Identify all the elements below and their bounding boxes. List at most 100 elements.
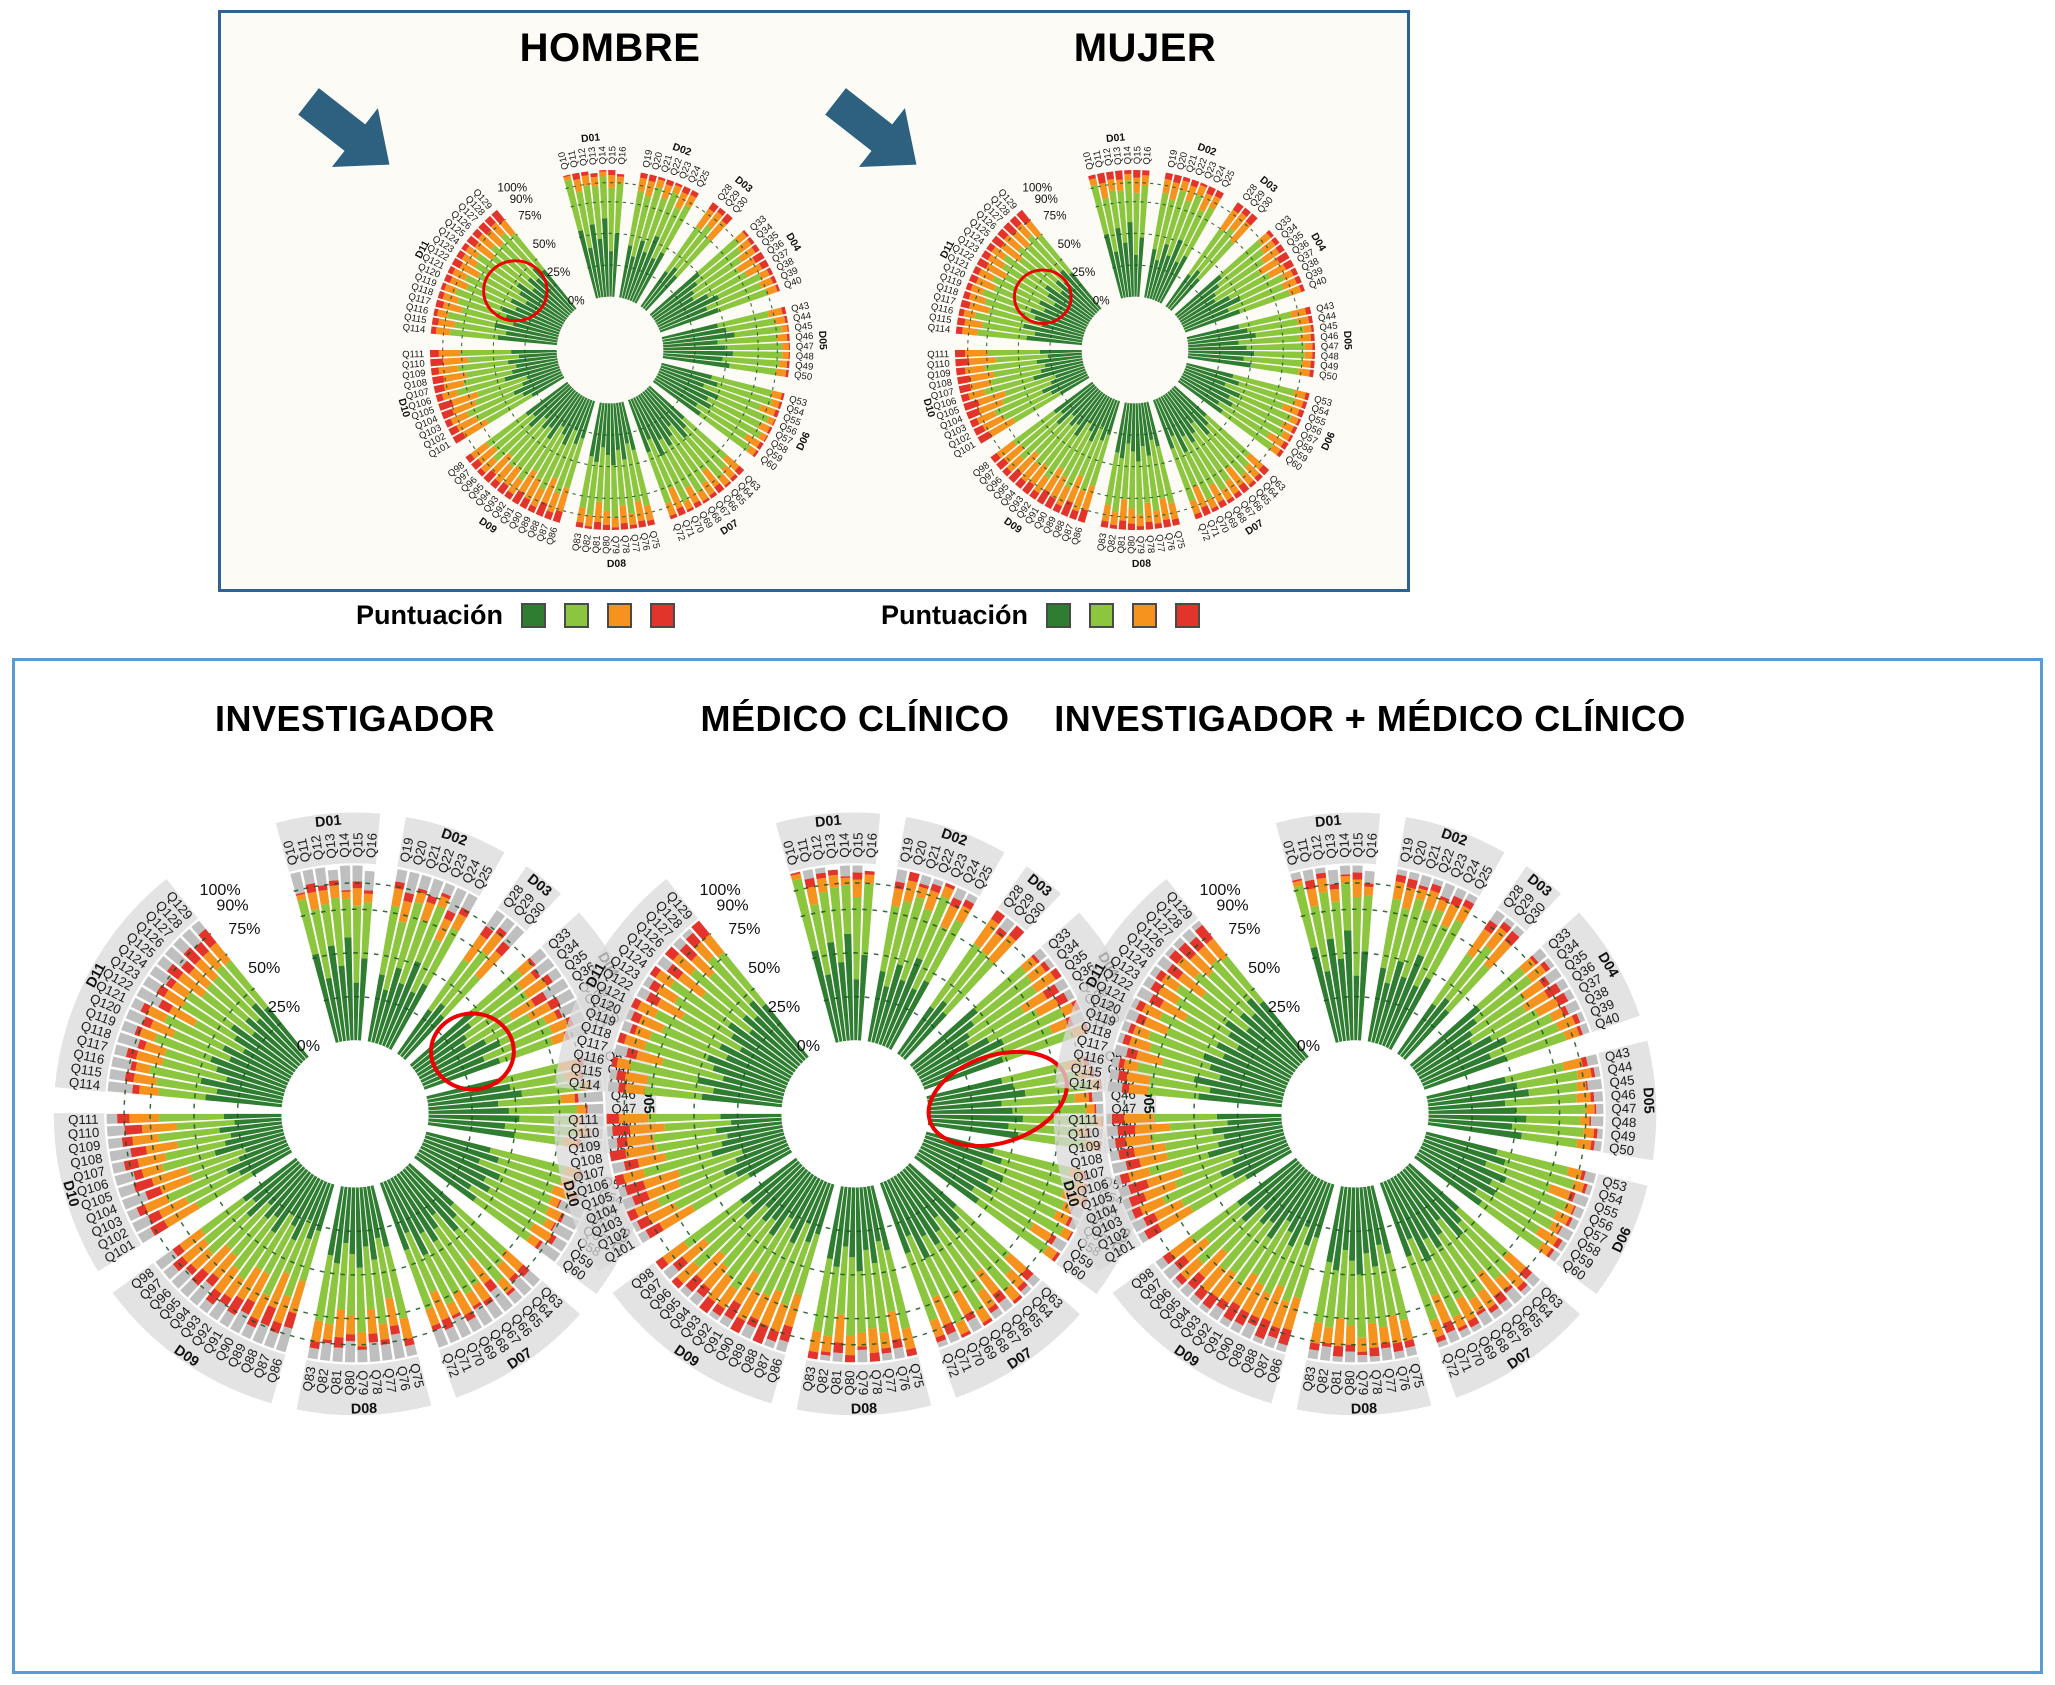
svg-text:Q43: Q43	[790, 300, 810, 315]
svg-text:Q14: Q14	[336, 832, 352, 858]
svg-text:D08: D08	[351, 1401, 378, 1418]
svg-text:Q48: Q48	[1611, 1114, 1636, 1130]
svg-text:0%: 0%	[297, 1037, 320, 1055]
svg-text:Q49: Q49	[795, 360, 814, 372]
svg-text:90%: 90%	[510, 193, 533, 206]
svg-text:Q86: Q86	[1264, 1356, 1286, 1384]
svg-text:Q45: Q45	[1319, 321, 1338, 334]
svg-text:Q14: Q14	[1336, 832, 1352, 858]
svg-text:Q110: Q110	[927, 359, 950, 372]
svg-text:75%: 75%	[1043, 210, 1066, 223]
svg-text:Q13: Q13	[1112, 146, 1125, 165]
svg-text:Q53: Q53	[788, 394, 808, 409]
svg-text:75%: 75%	[728, 920, 760, 938]
svg-text:Q82: Q82	[813, 1368, 831, 1395]
svg-text:Q15: Q15	[607, 146, 618, 164]
svg-text:Q13: Q13	[822, 833, 839, 859]
legend-swatch-red	[650, 603, 675, 628]
svg-text:Q10: Q10	[1280, 839, 1301, 867]
svg-text:Q46: Q46	[795, 331, 814, 343]
svg-text:50%: 50%	[248, 959, 280, 977]
legend-swatch-dark-green	[1046, 603, 1071, 628]
bars	[1106, 865, 1604, 1363]
svg-text:Q15: Q15	[1350, 832, 1365, 857]
svg-text:Q16: Q16	[363, 833, 379, 859]
svg-text:Q81: Q81	[1328, 1369, 1345, 1395]
svg-text:Q19: Q19	[897, 836, 916, 863]
svg-text:Q111: Q111	[1068, 1112, 1099, 1128]
svg-text:D10: D10	[396, 397, 412, 419]
svg-text:D10: D10	[59, 1179, 82, 1209]
svg-text:Q16: Q16	[1363, 833, 1379, 859]
svg-text:Q116: Q116	[930, 301, 955, 317]
svg-text:D01: D01	[1314, 813, 1342, 831]
svg-text:Q46: Q46	[1610, 1087, 1636, 1104]
svg-text:Q109: Q109	[567, 1138, 601, 1157]
highlight-circle	[1012, 268, 1073, 325]
svg-text:Q116: Q116	[572, 1046, 606, 1067]
svg-text:Q109: Q109	[67, 1138, 101, 1157]
svg-text:Q110: Q110	[1067, 1125, 1099, 1142]
svg-text:Q83: Q83	[1095, 532, 1109, 552]
svg-text:Q43: Q43	[1603, 1044, 1631, 1064]
svg-text:Q76: Q76	[1394, 1365, 1413, 1392]
svg-text:Q79: Q79	[609, 536, 621, 554]
svg-text:Q109: Q109	[1067, 1138, 1101, 1157]
svg-text:Q77: Q77	[628, 534, 641, 553]
svg-text:Q11: Q11	[794, 837, 813, 863]
svg-text:Q114: Q114	[402, 322, 426, 336]
svg-text:Q107: Q107	[72, 1163, 107, 1185]
svg-text:75%: 75%	[518, 210, 541, 223]
svg-text:Q12: Q12	[1102, 147, 1115, 166]
legend-swatch-orange	[1132, 603, 1157, 628]
svg-text:50%: 50%	[1058, 238, 1081, 251]
svg-text:Q107: Q107	[572, 1163, 607, 1185]
svg-text:Q81: Q81	[328, 1369, 345, 1395]
svg-text:Q43: Q43	[1315, 300, 1335, 315]
svg-text:Q116: Q116	[405, 301, 430, 317]
svg-text:Q108: Q108	[403, 377, 428, 392]
gridlines	[623, 882, 1087, 1346]
svg-text:Q10: Q10	[780, 839, 801, 867]
labels: Q10Q11Q12Q13Q14Q15Q16D01Q19Q20Q21Q22Q23Q…	[396, 132, 828, 570]
svg-text:Q21: Q21	[659, 153, 675, 174]
bars	[106, 865, 604, 1363]
svg-text:Q21: Q21	[922, 842, 944, 870]
labels: Q10Q11Q12Q13Q14Q15Q16D01Q19Q20Q21Q22Q23Q…	[1059, 813, 1656, 1418]
svg-text:Q44: Q44	[1606, 1058, 1633, 1077]
svg-text:Q77: Q77	[881, 1367, 899, 1394]
svg-text:Q108: Q108	[928, 377, 953, 392]
svg-text:D01: D01	[814, 813, 842, 831]
gridlines	[1123, 882, 1587, 1346]
svg-text:Q107: Q107	[930, 387, 955, 403]
svg-text:Q86: Q86	[544, 526, 560, 547]
svg-text:Q108: Q108	[1069, 1151, 1103, 1171]
svg-text:D05: D05	[1341, 331, 1353, 351]
chart-title-investigador-medico: INVESTIGADOR + MÉDICO CLÍNICO	[1054, 698, 1686, 739]
bars	[955, 169, 1315, 530]
svg-text:100%: 100%	[1200, 881, 1241, 899]
svg-text:Q47: Q47	[796, 341, 814, 352]
svg-text:Q79: Q79	[855, 1370, 871, 1395]
svg-text:Q110: Q110	[567, 1125, 599, 1142]
svg-text:Q111: Q111	[927, 349, 949, 360]
svg-text:Q83: Q83	[800, 1365, 819, 1392]
svg-text:D05: D05	[816, 331, 828, 351]
svg-text:Q75: Q75	[407, 1362, 427, 1390]
svg-text:Q48: Q48	[796, 351, 814, 363]
svg-text:Q81: Q81	[591, 535, 603, 554]
legend-swatch-orange	[607, 603, 632, 628]
highlight-circle	[482, 259, 549, 323]
svg-text:75%: 75%	[1228, 920, 1260, 938]
label-bands	[1053, 812, 1657, 1416]
svg-text:Q19: Q19	[397, 836, 416, 863]
svg-text:Q114: Q114	[68, 1075, 101, 1093]
svg-text:90%: 90%	[1035, 193, 1058, 206]
gridlines	[967, 182, 1303, 518]
svg-text:90%: 90%	[716, 897, 748, 915]
svg-text:Q10: Q10	[1081, 151, 1096, 171]
svg-text:Q86: Q86	[1069, 526, 1085, 547]
svg-text:Q86: Q86	[264, 1356, 286, 1384]
svg-text:D01: D01	[1106, 132, 1126, 145]
